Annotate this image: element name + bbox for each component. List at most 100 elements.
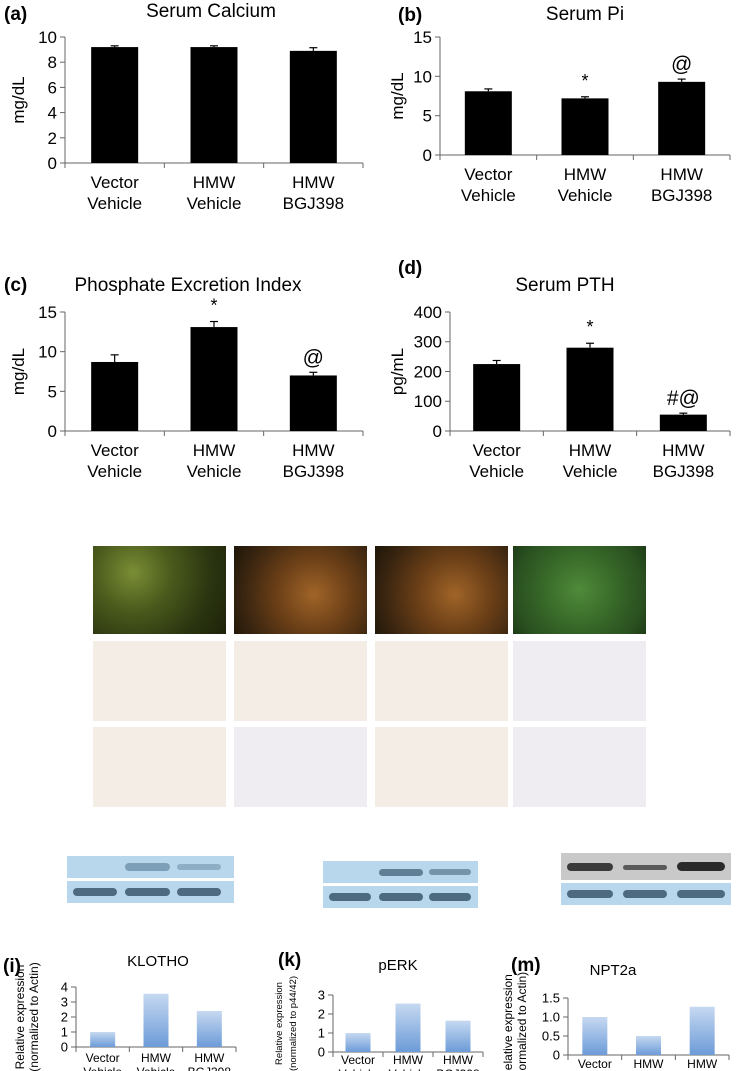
bar-b-1 [561, 98, 609, 155]
x-tick-label-a-0-b: Vehicle [87, 194, 142, 213]
bar-m-2 [689, 1006, 715, 1055]
y-axis-label-a: mg/dL [9, 76, 28, 123]
micrograph-perk-neg [513, 641, 646, 721]
blot-klotho [67, 856, 234, 878]
x-tick-label-m-0-a: Vector [578, 1057, 612, 1071]
y-tick-label-i-2: 2 [61, 1010, 68, 1025]
x-tick-label-i-1-b: Vehicle [137, 1065, 176, 1071]
micrograph-perk-vector [93, 641, 226, 721]
y-tick-label-m-2: 1.0 [542, 1010, 560, 1025]
x-tick-label-b-0-a: Vector [464, 165, 513, 184]
x-tick-label-c-2-a: HMW [292, 441, 334, 460]
chart-title-b: Serum Pi [546, 4, 624, 25]
x-tick-label-b-0-b: Vehicle [461, 186, 516, 205]
x-tick-label-i-0-b: Vehicle [83, 1065, 122, 1071]
charts-layer: (a) Serum Calcium0246810mg/dLVectorVehicl… [3, 1, 731, 1071]
y-tick-label-k-2: 2 [318, 1007, 325, 1022]
y-tick-label-a-5: 10 [38, 28, 57, 47]
bar-d-1 [566, 347, 614, 431]
micrograph-npt2a-hmw [234, 727, 367, 807]
y-tick-label-i-0: 0 [61, 1040, 68, 1055]
x-tick-label-d-1-b: Vehicle [563, 462, 618, 481]
bar-d-2 [659, 414, 707, 431]
bar-a-2 [289, 50, 337, 163]
x-tick-label-c-1-b: Vehicle [187, 462, 242, 481]
y-axis-label-i-1: (normalized to Actin) [27, 962, 41, 1071]
y-tick-label-c-2: 10 [38, 343, 57, 362]
y-tick-label-k-3: 3 [318, 988, 325, 1003]
chart-title-m: NPT2a [590, 962, 637, 979]
x-tick-label-c-2-b: BGJ398 [283, 462, 344, 481]
blot-perk [323, 861, 478, 883]
x-tick-label-i-2-a: HMW [194, 1051, 225, 1065]
x-tick-label-c-1-a: HMW [193, 441, 235, 460]
bar-c-1 [190, 327, 238, 431]
micrograph-perk-hmw [234, 641, 367, 721]
x-tick-label-d-1-a: HMW [569, 441, 611, 460]
bar-d-0 [473, 364, 521, 431]
y-tick-label-i-4: 4 [61, 980, 68, 995]
y-tick-label-c-0: 0 [48, 422, 57, 441]
chart-c: (c) Phosphate Excretion Index 0 5 10 15 mg/dL V… [4, 275, 364, 481]
x-tick-label-d-2-a: HMW [662, 441, 704, 460]
chart-title-k: pERK [378, 957, 417, 974]
x-tick-label-k-0-a: Vector [341, 1053, 375, 1067]
y-axis-label-m-1: (normalized to Actin) [515, 972, 529, 1071]
y-tick-label-d-2: 200 [414, 362, 442, 381]
y-tick-label-i-1: 1 [61, 1025, 68, 1040]
y-tick-label-b-3: 15 [413, 28, 432, 47]
x-tick-label-a-2-a: HMW [292, 173, 334, 192]
chart-title-a: Serum Calcium [146, 1, 276, 22]
y-tick-label-a-1: 2 [48, 129, 57, 148]
x-tick-label-m-1-a: HMW [634, 1057, 665, 1071]
panel-label-d: (d) [398, 258, 422, 279]
y-tick-label-b-1: 5 [423, 107, 432, 126]
micrograph-klotho-hmw-bgj [375, 546, 508, 634]
x-tick-label-c-0-a: Vector [91, 441, 140, 460]
bar-b-2 [658, 81, 706, 155]
micrograph-npt2a-hmw-bgj [375, 727, 508, 807]
chart-a: (a) Serum Calcium 0 2 4 6 8 10 mg/dL Vector Vehicl… [4, 1, 364, 213]
x-tick-label-b-2-b: BGJ398 [651, 186, 712, 205]
y-tick-label-d-3: 300 [414, 333, 442, 352]
y-axis-label-b: mg/dL [388, 72, 407, 119]
bar-c-2 [289, 375, 337, 431]
x-tick-label-i-1-a: HMW [141, 1051, 172, 1065]
y-tick-label-a-2: 4 [48, 104, 57, 123]
micrograph-perk-hmw-bgj [375, 641, 508, 721]
y-tick-label-m-1: 0.5 [542, 1029, 560, 1044]
y-tick-label-k-0: 0 [318, 1045, 325, 1060]
blot-perk-erk [323, 886, 478, 908]
chart-k: (k) pERK 0 1 2 3 Relative expression (normalize… [274, 950, 484, 1071]
y-tick-label-a-4: 8 [48, 53, 57, 72]
x-tick-label-i-0-a: Vector [86, 1051, 120, 1065]
bar-a-1 [190, 47, 238, 163]
panel-label-b: (b) [398, 5, 422, 26]
bar-m-0 [582, 1017, 608, 1055]
bar-i-0 [90, 1032, 116, 1047]
chart-b: (b) Serum Pi 0 5 10 15 mg/dL Vector Vehicle * HMW V… [388, 4, 731, 205]
bar-c-0 [91, 361, 139, 431]
y-axis-label-k-0: Relative expression [274, 982, 285, 1065]
y-tick-label-a-0: 0 [48, 154, 57, 173]
y-axis-label-c: mg/dL [9, 348, 28, 395]
y-tick-label-d-4: 400 [414, 303, 442, 322]
y-tick-label-m-0: 0 [553, 1048, 560, 1063]
bar-i-2 [196, 1011, 222, 1047]
panel-label-i: (i) [3, 956, 21, 977]
bar-b-0 [464, 91, 512, 155]
micrograph-npt2a-neg [513, 727, 646, 807]
micrograph-npt2a-vector [93, 727, 226, 807]
y-tick-label-m-3: 1.5 [542, 991, 560, 1006]
significance-c-1: * [210, 296, 217, 316]
bar-m-1 [636, 1036, 661, 1055]
y-tick-label-d-0: 0 [433, 422, 442, 441]
x-tick-label-k-1-a: HMW [393, 1053, 424, 1067]
blot-npt2a-actin [561, 883, 731, 905]
x-tick-label-i-2-b: BGJ398 [188, 1065, 232, 1071]
y-axis-label-k-1: (normalized to p44/42) [288, 976, 299, 1071]
significance-d-1: * [586, 317, 593, 337]
x-tick-label-k-2-a: HMW [443, 1053, 474, 1067]
